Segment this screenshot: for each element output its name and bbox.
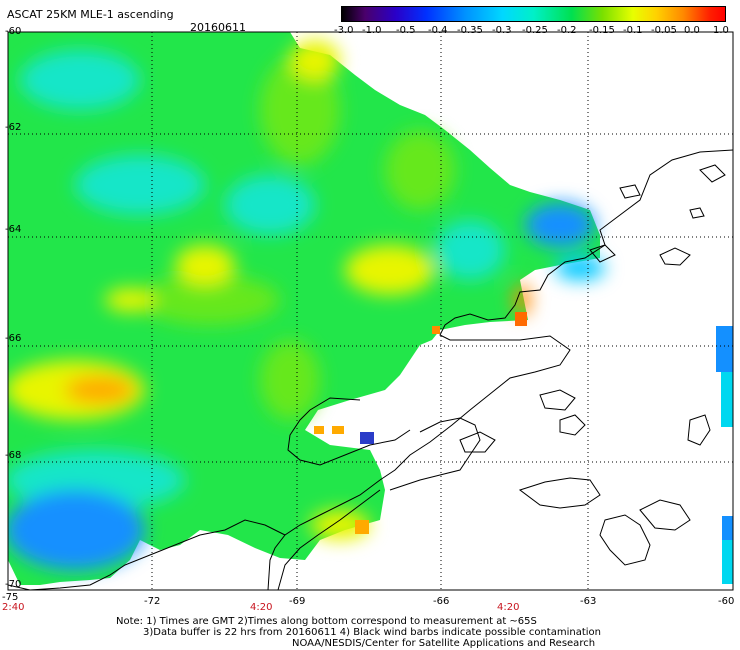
colorbar-tick: -0.4 <box>428 25 448 36</box>
latitude-label: -64 <box>5 224 22 235</box>
island-outline <box>689 207 705 219</box>
blue-patch <box>525 203 595 247</box>
lime-patch <box>140 275 280 325</box>
wind-swath <box>8 32 733 585</box>
colorbar-tick: -0.05 <box>651 25 677 36</box>
orange-cell <box>515 312 527 326</box>
lime-patch <box>385 130 455 210</box>
map-date: 20160611 <box>190 21 246 34</box>
island-outline <box>559 414 586 436</box>
cyan-patch <box>75 155 205 215</box>
cyan-patch <box>225 175 315 235</box>
yellow-patch <box>105 288 155 312</box>
note-line: NOAA/NESDIS/Center for Satellite Applica… <box>292 638 596 649</box>
yellow-patch <box>175 245 235 285</box>
longitude-label: -72 <box>144 596 161 607</box>
time-label: 4:20 <box>250 602 273 613</box>
alexander-island <box>389 417 481 491</box>
latitude-label: -66 <box>5 333 22 344</box>
graticule <box>8 32 733 590</box>
colorbar-tick: 1.0 <box>713 25 729 36</box>
orange-cell <box>355 520 369 534</box>
blue-patch <box>8 490 145 570</box>
latitude-label: -60 <box>5 26 22 37</box>
island-outline <box>539 389 576 411</box>
island-outline <box>589 244 616 263</box>
ice-shelf-edge <box>277 489 381 590</box>
island-outline <box>518 477 601 509</box>
colorbar-tick: -0.35 <box>457 25 483 36</box>
colorbar-tick: -0.1 <box>623 25 643 36</box>
colorbar-tick: -1.0 <box>362 25 382 36</box>
longitude-label: -66 <box>433 596 450 607</box>
colorbar-tick: -0.5 <box>396 25 416 36</box>
island-outline <box>619 184 641 199</box>
colorbar-tick: -0.25 <box>522 25 548 36</box>
coastlines <box>8 149 733 590</box>
island-outline <box>687 414 711 446</box>
longitude-label: -63 <box>580 596 597 607</box>
swath-anomalies <box>8 40 605 570</box>
colorbar-tick: -0.3 <box>492 25 512 36</box>
island-outline <box>659 247 691 266</box>
yellow-patch <box>345 245 435 295</box>
colorbar-tick: -3.0 <box>334 25 354 36</box>
island-outline <box>599 514 651 566</box>
orange-patch <box>514 284 530 316</box>
longitude-label: -69 <box>289 596 306 607</box>
note-line: 3)Data buffer is 22 hrs from 20160611 4)… <box>143 627 601 638</box>
lime-patch <box>260 55 340 165</box>
edge-strip <box>716 326 733 372</box>
island-outline <box>639 499 691 531</box>
dark-blue-cell <box>360 432 374 444</box>
island-outline <box>459 431 496 453</box>
longitude-label: -60 <box>718 596 735 607</box>
latitude-label: -62 <box>5 122 22 133</box>
island-outline <box>699 164 726 183</box>
orange-cell <box>332 426 344 434</box>
orange-cell <box>432 326 440 334</box>
map-title: ASCAT 25KM MLE-1 ascending <box>7 8 174 21</box>
plot-frame <box>7 31 734 591</box>
edge-strip <box>722 516 733 540</box>
latitude-label: -68 <box>5 450 22 461</box>
orange-cell <box>314 426 324 434</box>
edge-strip <box>722 540 733 584</box>
colorbar-tick: -0.2 <box>557 25 577 36</box>
colorbar <box>341 6 726 22</box>
edge-strip <box>721 372 733 427</box>
time-label: 2:40 <box>2 602 25 613</box>
peninsula-coast <box>267 149 733 590</box>
bay-coast <box>287 397 411 466</box>
latitude-label: -70 <box>5 579 22 590</box>
cyan-patch <box>435 220 505 280</box>
colorbar-tick: 0.0 <box>684 25 700 36</box>
colorbar-tick: -0.15 <box>589 25 615 36</box>
cyan-patch <box>20 50 140 110</box>
orange-patch <box>65 376 135 404</box>
time-label: 4:20 <box>497 602 520 613</box>
longitude-label: -75 <box>2 592 19 603</box>
lime-patch <box>260 340 320 420</box>
note-line: Note: 1) Times are GMT 2)Times along bot… <box>116 616 537 627</box>
southern-coast <box>8 519 286 590</box>
yellow-patch <box>290 40 340 80</box>
